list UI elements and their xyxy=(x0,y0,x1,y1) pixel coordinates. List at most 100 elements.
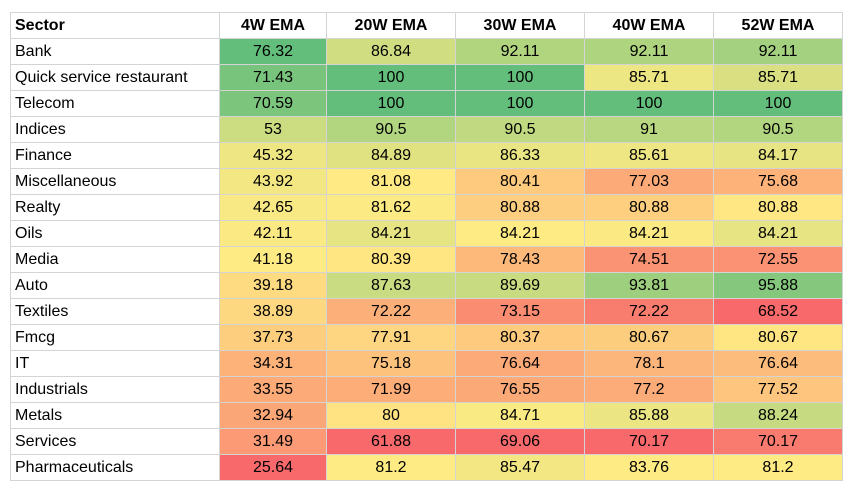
sector-cell: Finance xyxy=(10,142,220,169)
value-cell-4w-ema: 45.32 xyxy=(219,142,327,169)
sector-cell: Auto xyxy=(10,272,220,299)
column-header-30w-ema: 30W EMA xyxy=(455,12,585,39)
value-cell-4w-ema: 43.92 xyxy=(219,168,327,195)
value-cell-30w-ema: 92.11 xyxy=(455,38,585,65)
table-row: Media 41.18 80.39 78.43 74.51 72.55 xyxy=(10,246,843,273)
value-cell-4w-ema: 41.18 xyxy=(219,246,327,273)
table-row: Telecom 70.59 100 100 100 100 xyxy=(10,90,843,117)
sector-cell: Metals xyxy=(10,402,220,429)
value-cell-20w-ema: 71.99 xyxy=(326,376,456,403)
column-header-20w-ema: 20W EMA xyxy=(326,12,456,39)
value-cell-40w-ema: 70.17 xyxy=(584,428,714,455)
value-cell-52w-ema: 80.88 xyxy=(713,194,843,221)
value-cell-40w-ema: 84.21 xyxy=(584,220,714,247)
sector-cell: Realty xyxy=(10,194,220,221)
sector-cell: Industrials xyxy=(10,376,220,403)
value-cell-30w-ema: 80.88 xyxy=(455,194,585,221)
value-cell-30w-ema: 69.06 xyxy=(455,428,585,455)
value-cell-20w-ema: 81.62 xyxy=(326,194,456,221)
sector-ema-table-container: Sector 4W EMA 20W EMA 30W EMA 40W EMA 52… xyxy=(10,12,843,481)
value-cell-20w-ema: 81.2 xyxy=(326,454,456,481)
value-cell-52w-ema: 84.17 xyxy=(713,142,843,169)
value-cell-40w-ema: 83.76 xyxy=(584,454,714,481)
value-cell-20w-ema: 100 xyxy=(326,90,456,117)
value-cell-52w-ema: 85.71 xyxy=(713,64,843,91)
table-row: Indices 53 90.5 90.5 91 90.5 xyxy=(10,116,843,143)
value-cell-20w-ema: 61.88 xyxy=(326,428,456,455)
table-row: Textiles 38.89 72.22 73.15 72.22 68.52 xyxy=(10,298,843,325)
value-cell-4w-ema: 70.59 xyxy=(219,90,327,117)
value-cell-20w-ema: 75.18 xyxy=(326,350,456,377)
column-header-52w-ema: 52W EMA xyxy=(713,12,843,39)
column-header-sector: Sector xyxy=(10,12,220,39)
sector-cell: Pharmaceuticals xyxy=(10,454,220,481)
table-row: Industrials 33.55 71.99 76.55 77.2 77.52 xyxy=(10,376,843,403)
value-cell-30w-ema: 90.5 xyxy=(455,116,585,143)
value-cell-40w-ema: 85.71 xyxy=(584,64,714,91)
sector-cell: IT xyxy=(10,350,220,377)
value-cell-30w-ema: 73.15 xyxy=(455,298,585,325)
value-cell-20w-ema: 84.89 xyxy=(326,142,456,169)
value-cell-52w-ema: 76.64 xyxy=(713,350,843,377)
table-row: Metals 32.94 80 84.71 85.88 88.24 xyxy=(10,402,843,429)
value-cell-52w-ema: 80.67 xyxy=(713,324,843,351)
sector-cell: Oils xyxy=(10,220,220,247)
table-row: Fmcg 37.73 77.91 80.37 80.67 80.67 xyxy=(10,324,843,351)
value-cell-4w-ema: 37.73 xyxy=(219,324,327,351)
value-cell-20w-ema: 90.5 xyxy=(326,116,456,143)
table-body: Bank 76.32 86.84 92.11 92.11 92.11 Quick servi… xyxy=(10,38,843,481)
value-cell-30w-ema: 76.55 xyxy=(455,376,585,403)
table-row: IT 34.31 75.18 76.64 78.1 76.64 xyxy=(10,350,843,377)
value-cell-30w-ema: 84.71 xyxy=(455,402,585,429)
value-cell-4w-ema: 42.65 xyxy=(219,194,327,221)
value-cell-20w-ema: 77.91 xyxy=(326,324,456,351)
header-row: Sector 4W EMA 20W EMA 30W EMA 40W EMA 52… xyxy=(10,12,843,39)
table-row: Bank 76.32 86.84 92.11 92.11 92.11 xyxy=(10,38,843,65)
value-cell-52w-ema: 84.21 xyxy=(713,220,843,247)
value-cell-52w-ema: 77.52 xyxy=(713,376,843,403)
value-cell-30w-ema: 85.47 xyxy=(455,454,585,481)
value-cell-4w-ema: 71.43 xyxy=(219,64,327,91)
sector-cell: Fmcg xyxy=(10,324,220,351)
value-cell-20w-ema: 86.84 xyxy=(326,38,456,65)
value-cell-40w-ema: 78.1 xyxy=(584,350,714,377)
sector-cell: Indices xyxy=(10,116,220,143)
value-cell-20w-ema: 87.63 xyxy=(326,272,456,299)
value-cell-40w-ema: 100 xyxy=(584,90,714,117)
value-cell-4w-ema: 31.49 xyxy=(219,428,327,455)
column-header-40w-ema: 40W EMA xyxy=(584,12,714,39)
table-row: Miscellaneous 43.92 81.08 80.41 77.03 75.68 xyxy=(10,168,843,195)
column-header-4w-ema: 4W EMA xyxy=(219,12,327,39)
table-row: Finance 45.32 84.89 86.33 85.61 84.17 xyxy=(10,142,843,169)
sector-cell: Services xyxy=(10,428,220,455)
value-cell-4w-ema: 42.11 xyxy=(219,220,327,247)
sector-cell: Miscellaneous xyxy=(10,168,220,195)
sector-ema-heatmap-table: Sector 4W EMA 20W EMA 30W EMA 40W EMA 52… xyxy=(10,12,843,481)
value-cell-4w-ema: 38.89 xyxy=(219,298,327,325)
value-cell-30w-ema: 80.41 xyxy=(455,168,585,195)
value-cell-52w-ema: 100 xyxy=(713,90,843,117)
table-row: Auto 39.18 87.63 89.69 93.81 95.88 xyxy=(10,272,843,299)
value-cell-30w-ema: 84.21 xyxy=(455,220,585,247)
value-cell-40w-ema: 80.67 xyxy=(584,324,714,351)
value-cell-40w-ema: 92.11 xyxy=(584,38,714,65)
value-cell-4w-ema: 76.32 xyxy=(219,38,327,65)
value-cell-40w-ema: 91 xyxy=(584,116,714,143)
value-cell-52w-ema: 75.68 xyxy=(713,168,843,195)
value-cell-4w-ema: 33.55 xyxy=(219,376,327,403)
value-cell-40w-ema: 77.2 xyxy=(584,376,714,403)
value-cell-30w-ema: 76.64 xyxy=(455,350,585,377)
value-cell-40w-ema: 93.81 xyxy=(584,272,714,299)
value-cell-20w-ema: 84.21 xyxy=(326,220,456,247)
value-cell-30w-ema: 89.69 xyxy=(455,272,585,299)
value-cell-40w-ema: 74.51 xyxy=(584,246,714,273)
sector-cell: Bank xyxy=(10,38,220,65)
value-cell-20w-ema: 72.22 xyxy=(326,298,456,325)
value-cell-30w-ema: 86.33 xyxy=(455,142,585,169)
value-cell-20w-ema: 81.08 xyxy=(326,168,456,195)
value-cell-40w-ema: 85.88 xyxy=(584,402,714,429)
value-cell-20w-ema: 80 xyxy=(326,402,456,429)
value-cell-52w-ema: 90.5 xyxy=(713,116,843,143)
table-row: Oils 42.11 84.21 84.21 84.21 84.21 xyxy=(10,220,843,247)
value-cell-30w-ema: 100 xyxy=(455,90,585,117)
